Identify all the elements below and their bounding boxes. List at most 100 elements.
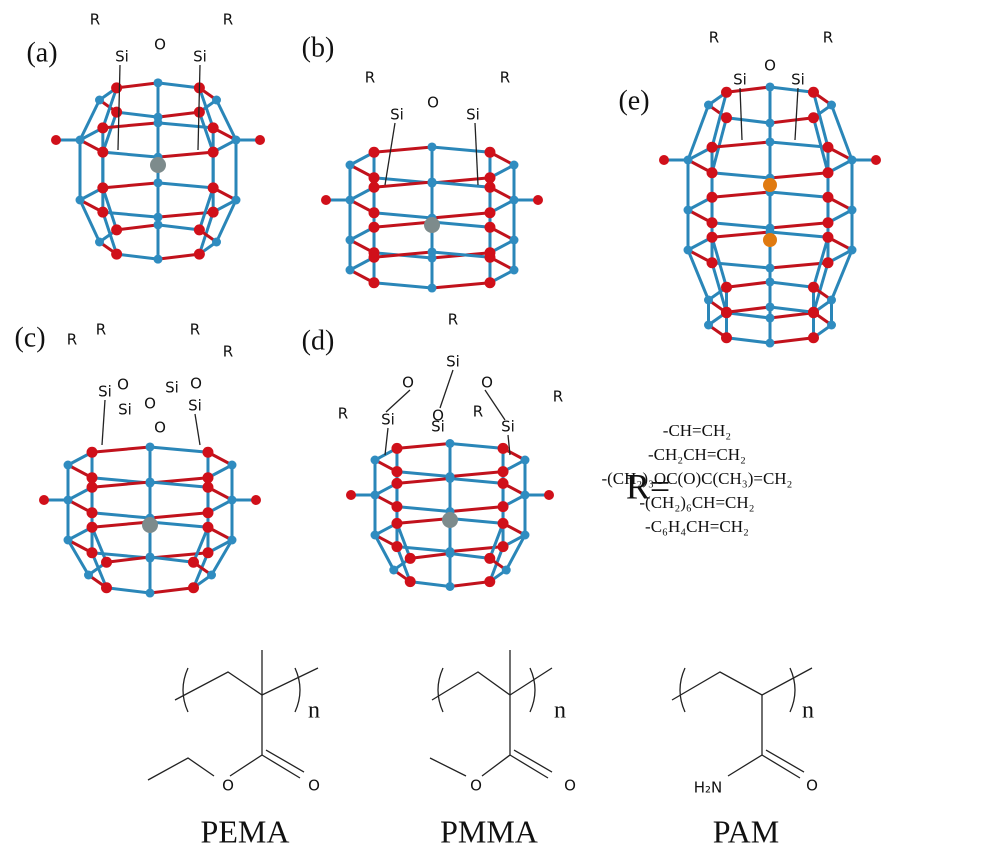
oxygen-atom bbox=[391, 478, 402, 489]
cage-bond bbox=[770, 338, 813, 343]
silicon-atom bbox=[521, 456, 530, 465]
silicon-atom bbox=[64, 536, 73, 545]
silicon-atom bbox=[766, 339, 775, 348]
core-atom bbox=[763, 178, 777, 192]
silicon-atom bbox=[64, 461, 73, 470]
oxygen-atom bbox=[251, 495, 261, 505]
oxygen-atom bbox=[484, 277, 495, 288]
silicon-atom bbox=[154, 255, 163, 264]
oxygen-atom bbox=[822, 217, 833, 228]
cage-bond bbox=[117, 83, 158, 88]
silicon-atom bbox=[848, 156, 857, 165]
cage-bond bbox=[158, 254, 199, 259]
oxygen-atom bbox=[369, 207, 380, 218]
polymer-name: PMMA bbox=[440, 813, 538, 849]
silicon-atom bbox=[154, 220, 163, 229]
oxygen-atom bbox=[721, 112, 732, 123]
silicon-atom bbox=[684, 206, 693, 215]
atom-label: R bbox=[365, 69, 375, 87]
silicon-atom bbox=[446, 582, 455, 591]
silicon-atom bbox=[766, 314, 775, 323]
atom-label: Si bbox=[501, 418, 515, 436]
cage-bond bbox=[770, 307, 813, 312]
oxygen-atom bbox=[405, 553, 416, 564]
silicon-atom bbox=[766, 119, 775, 128]
cage-bond bbox=[158, 83, 199, 88]
oxygen-atom bbox=[484, 222, 495, 233]
silicon-atom bbox=[76, 136, 85, 145]
silicon-atom bbox=[346, 266, 355, 275]
bond bbox=[195, 414, 200, 445]
silicon-atom bbox=[827, 101, 836, 110]
atom-label: O bbox=[117, 376, 129, 394]
atom-label: O bbox=[764, 57, 776, 75]
silicon-atom bbox=[704, 296, 713, 305]
silicon-atom bbox=[64, 496, 73, 505]
cage-bond bbox=[374, 213, 432, 218]
cage-bond bbox=[450, 507, 503, 512]
oxygen-atom bbox=[87, 482, 98, 493]
atom-label: R bbox=[448, 311, 458, 329]
oxygen-atom bbox=[51, 135, 61, 145]
oxygen-atom bbox=[822, 192, 833, 203]
oxygen-atom bbox=[202, 547, 213, 558]
cage-bond bbox=[712, 192, 770, 197]
bond bbox=[795, 88, 798, 140]
oxygen-atom bbox=[822, 142, 833, 153]
silicon-atom bbox=[766, 277, 775, 286]
silicon-atom bbox=[228, 496, 237, 505]
cage-bond bbox=[770, 173, 828, 178]
oxygen-atom bbox=[498, 541, 509, 552]
oxygen-atom bbox=[321, 195, 331, 205]
bond bbox=[386, 390, 410, 412]
oxygen-atom bbox=[721, 307, 732, 318]
cage-bond bbox=[727, 307, 770, 312]
silicon-atom bbox=[212, 96, 221, 105]
cage-bond bbox=[158, 112, 199, 117]
cage-bond bbox=[410, 554, 450, 559]
silicon-atom bbox=[428, 177, 437, 186]
cage-bond bbox=[770, 232, 828, 237]
oxygen-atom bbox=[484, 172, 495, 183]
silicon-atom bbox=[154, 178, 163, 187]
oxygen-atom bbox=[808, 112, 819, 123]
atom-label: Si bbox=[193, 48, 207, 66]
atom-label: R bbox=[223, 11, 233, 29]
cage-bond bbox=[397, 479, 450, 484]
oxygen-atom bbox=[808, 87, 819, 98]
oxygen-atom bbox=[194, 249, 205, 260]
atom-label: R bbox=[473, 403, 483, 421]
atom-label: Si bbox=[466, 106, 480, 124]
cage-bond bbox=[712, 223, 770, 228]
silicon-atom bbox=[95, 96, 104, 105]
oxygen-atom bbox=[721, 332, 732, 343]
cage-bond bbox=[150, 588, 193, 593]
oxygen-atom bbox=[202, 507, 213, 518]
cage-bond bbox=[117, 112, 158, 117]
oxygen-atom bbox=[498, 478, 509, 489]
oxygen-atom bbox=[87, 472, 98, 483]
oxygen-atom bbox=[369, 172, 380, 183]
panel-label: (b) bbox=[302, 32, 335, 63]
cage-bond bbox=[450, 554, 490, 559]
oxygen-atom bbox=[484, 182, 495, 193]
silicon-atom bbox=[766, 302, 775, 311]
polymer-name: PAM bbox=[713, 813, 779, 849]
r-group-item: -CH₂CH=CH₂ bbox=[648, 445, 746, 464]
core-atom bbox=[763, 233, 777, 247]
oxygen-atom bbox=[533, 195, 543, 205]
atom-label: O bbox=[154, 36, 166, 54]
silicon-atom bbox=[428, 247, 437, 256]
silicon-atom bbox=[827, 321, 836, 330]
silicon-atom bbox=[510, 161, 519, 170]
cage-bond bbox=[107, 588, 150, 593]
oxygen-atom bbox=[721, 282, 732, 293]
cage-bond bbox=[374, 283, 432, 288]
silicon-atom bbox=[207, 571, 216, 580]
oxygen-atom bbox=[87, 447, 98, 458]
atom-label: O bbox=[308, 777, 320, 795]
silicon-atom bbox=[446, 439, 455, 448]
oxygen-atom bbox=[188, 557, 199, 568]
cage-bond bbox=[150, 557, 193, 562]
oxygen-atom bbox=[202, 522, 213, 533]
